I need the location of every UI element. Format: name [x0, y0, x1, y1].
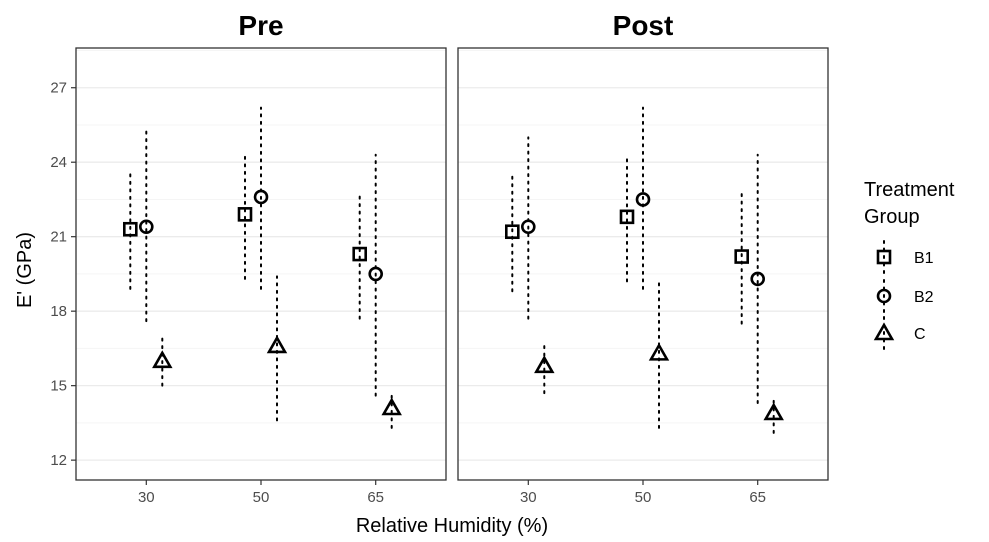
point-c-50: [648, 342, 670, 361]
legend-item-b2: B2: [876, 279, 934, 313]
legend-item-b1: B1: [876, 240, 934, 274]
panel-title-pre: Pre: [238, 10, 283, 41]
legend-title-line-2: Group: [864, 206, 920, 228]
legend-title-line-1: Treatment: [864, 179, 955, 201]
point-b1-50: [237, 207, 253, 222]
point-c-65: [763, 402, 784, 421]
point-b1-30: [504, 224, 520, 240]
point-b1-65: [734, 249, 750, 264]
x-axis-title: Relative Humidity (%): [356, 515, 548, 537]
y-tick-label: 15: [50, 378, 67, 395]
panel-border: [75, 47, 447, 481]
point-b1-50: [619, 209, 635, 225]
point-c-30: [152, 350, 173, 369]
point-b2-50: [253, 189, 269, 205]
point-b2-30: [520, 219, 536, 235]
x-tick-label: 30: [138, 489, 155, 506]
panel-post: 30 50 65 Post: [457, 10, 829, 506]
panels-layer: 30 50 65 12 15 18 21 24 27 Pre 30 50 65 Post: [50, 10, 829, 506]
point-b2-30: [139, 219, 154, 235]
point-b2-65: [750, 271, 766, 287]
x-tick-label: 65: [749, 489, 766, 506]
legend-key-marker: [876, 249, 892, 265]
panel-border: [457, 47, 829, 481]
y-tick-label: 24: [50, 154, 67, 171]
legend-key-marker: [873, 322, 895, 341]
legend-items: B1 B2 C: [873, 240, 934, 350]
point-b1-65: [352, 246, 368, 262]
y-tick-label: 18: [50, 303, 67, 320]
legend-label-b1: B1: [914, 250, 934, 267]
point-c-30: [534, 355, 555, 374]
x-tick-label: 50: [253, 489, 270, 506]
point-b2-65: [368, 266, 384, 282]
x-tick-label: 50: [635, 489, 652, 506]
legend-item-c: C: [873, 316, 926, 350]
legend-key-marker: [876, 288, 892, 304]
point-c-50: [266, 335, 288, 354]
y-tick-label: 21: [50, 229, 67, 246]
point-b1-30: [123, 221, 138, 237]
y-tick-label: 27: [50, 80, 67, 97]
point-b2-50: [635, 192, 651, 207]
legend-label-c: C: [914, 326, 926, 343]
panel-title-post: Post: [613, 10, 674, 41]
x-tick-label: 65: [367, 489, 384, 506]
y-tick-label: 12: [50, 452, 67, 469]
x-tick-label: 30: [520, 489, 537, 506]
panel-pre: 30 50 65 12 15 18 21 24 27 Pre: [50, 10, 447, 506]
legend: Treatment Group B1 B2 C: [864, 179, 955, 350]
y-axis-title: E' (GPa): [14, 232, 36, 308]
point-c-65: [381, 397, 402, 416]
legend-label-b2: B2: [914, 289, 934, 306]
